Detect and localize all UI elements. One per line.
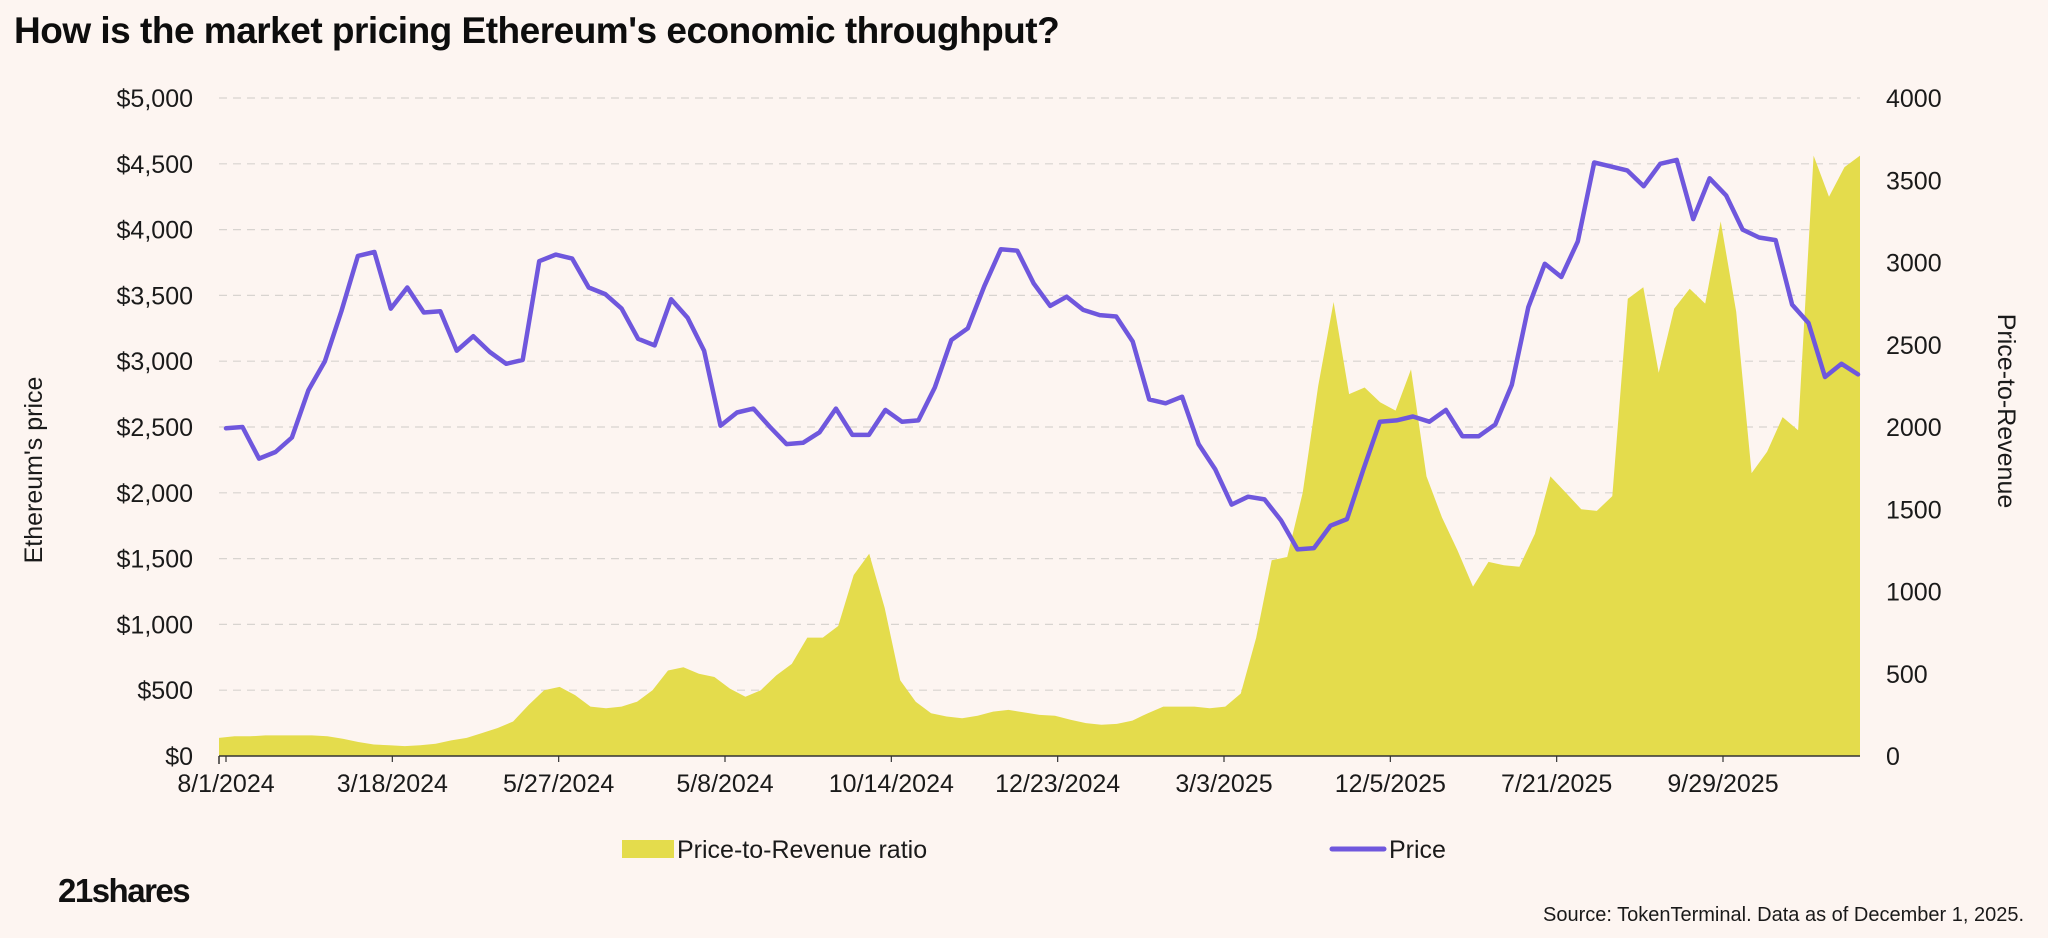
left-tick-label: $2,500 [117,414,193,442]
left-axis-title: Ethereum's price [20,377,48,564]
price-to-revenue-area [219,155,1860,757]
right-tick-label: 2500 [1886,332,1942,360]
x-tick-label: 12/5/2025 [1335,770,1446,798]
x-tick-label: 7/21/2025 [1501,770,1612,798]
left-y-axis-ticks: $0 $500 $1,000 $1,500 $2,000 $2,500 $3,000 $3,5… [117,85,193,771]
source-note: Source: TokenTerminal. Data as of Decemb… [1543,904,2024,926]
x-tick-label: 9/29/2025 [1667,770,1778,798]
legend-area-swatch [622,840,674,858]
x-tick-label: 3/3/2025 [1175,770,1272,798]
left-tick-label: $500 [137,677,193,705]
left-tick-label: $5,000 [117,85,193,113]
x-tick-label: 5/8/2024 [676,770,773,798]
left-tick-label: $2,000 [117,480,193,508]
chart-title: How is the market pricing Ethereum's eco… [14,10,1060,51]
right-tick-label: 0 [1886,743,1900,771]
x-tick-label: 3/18/2024 [337,770,448,798]
legend: Price-to-Revenue ratio Price [622,836,1446,864]
left-tick-label: $1,500 [117,546,193,574]
x-tick-label: 5/27/2024 [503,770,614,798]
left-tick-label: $3,000 [117,348,193,376]
x-tick-label: 12/23/2024 [995,770,1120,798]
legend-line-label: Price [1389,836,1446,864]
right-tick-label: 500 [1886,661,1928,689]
axes [218,755,1860,764]
x-axis-ticks: 8/1/2024 3/18/2024 5/27/2024 5/8/2024 10/14/… [177,756,1779,798]
price-to-revenue-area-layer [219,155,1860,757]
x-tick-label: 8/1/2024 [177,770,274,798]
brand-logo: 21shares [58,872,191,909]
right-tick-label: 3000 [1886,250,1942,278]
right-tick-label: 1000 [1886,579,1942,607]
right-tick-label: 4000 [1886,85,1942,113]
left-tick-label: $4,000 [117,217,193,245]
right-tick-label: 1500 [1886,496,1942,524]
x-tick-label: 10/14/2024 [829,770,954,798]
left-tick-label: $1,000 [117,611,193,639]
right-tick-label: 3500 [1886,167,1942,195]
right-y-axis-ticks: 0 500 1000 1500 2000 2500 3000 3500 4000 [1886,85,1942,771]
price-line [223,157,1861,552]
right-tick-label: 2000 [1886,414,1942,442]
gridlines [219,97,1860,691]
left-tick-label: $3,500 [117,282,193,310]
right-axis-title: Price-to-Revenue [1992,314,2020,509]
price-line-layer [223,157,1861,552]
legend-area-label: Price-to-Revenue ratio [677,836,927,864]
left-tick-label: $0 [165,743,193,771]
left-tick-label: $4,500 [117,151,193,179]
